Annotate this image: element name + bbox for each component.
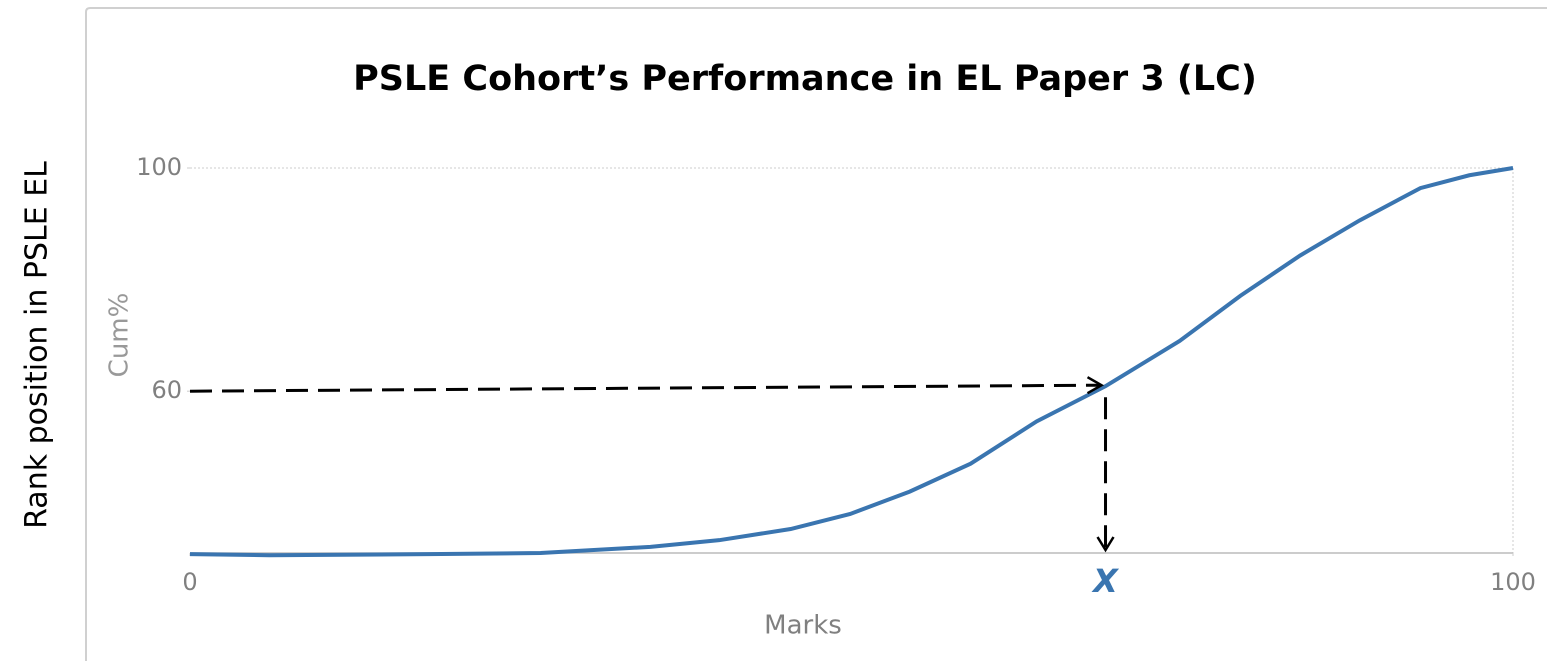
y-axis-label: Cum% [105, 293, 135, 378]
outer-label: Rank position in PSLE EL [20, 161, 55, 529]
card-frame [85, 7, 1547, 661]
x-tick-label: 100 [1490, 568, 1536, 596]
arrow-head [1096, 536, 1115, 553]
dashed-guide [189, 383, 1100, 393]
chart-title: PSLE Cohort’s Performance in EL Paper 3 … [353, 59, 1257, 99]
x-axis-label: Marks [764, 611, 842, 641]
x-tick-label: 0 [182, 568, 197, 596]
y-tick-label: 100 [136, 153, 182, 181]
y-tick-label: 60 [151, 376, 182, 404]
annotation-label: X [1091, 562, 1119, 600]
line [189, 166, 1514, 558]
arrow-head [1086, 376, 1105, 395]
